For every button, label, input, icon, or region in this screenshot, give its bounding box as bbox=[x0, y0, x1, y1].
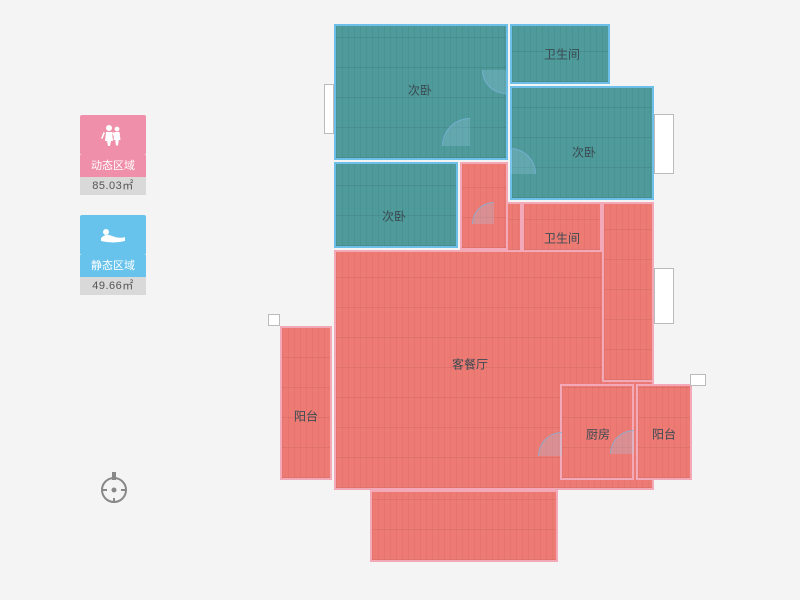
people-icon bbox=[100, 122, 126, 148]
wall-notch-2 bbox=[654, 268, 674, 324]
legend-dynamic: 动态区域 85.03㎡ bbox=[80, 115, 146, 195]
room-label-balcony_l: 阳台 bbox=[294, 408, 318, 425]
room-label-kitchen: 厨房 bbox=[586, 426, 610, 443]
legend-static-value: 49.66㎡ bbox=[80, 277, 146, 295]
floorplan: 次卧卫生间次卧次卧卫生间客餐厅阳台厨房阳台 bbox=[270, 14, 712, 586]
room-balcony_l bbox=[280, 326, 332, 480]
legend-static-title: 静态区域 bbox=[80, 255, 146, 277]
room-label-bedroom2_l: 次卧 bbox=[382, 208, 406, 225]
room-living_ext bbox=[602, 202, 654, 382]
room-label-living: 客餐厅 bbox=[452, 356, 488, 373]
room-label-balcony_r: 阳台 bbox=[652, 426, 676, 443]
sleep-icon bbox=[98, 224, 128, 246]
legend: 动态区域 85.03㎡ 静态区域 49.66㎡ bbox=[80, 115, 146, 315]
legend-dynamic-icon-box bbox=[80, 115, 146, 155]
wall-notch-3 bbox=[268, 314, 280, 326]
legend-static-icon-box bbox=[80, 215, 146, 255]
room-label-bedroom2_top: 次卧 bbox=[408, 82, 432, 99]
room-bedroom2_l bbox=[334, 162, 458, 248]
room-label-bath1: 卫生间 bbox=[544, 46, 580, 63]
room-label-bedroom2_r: 次卧 bbox=[572, 144, 596, 161]
legend-dynamic-value: 85.03㎡ bbox=[80, 177, 146, 195]
wall-notch-1 bbox=[654, 114, 674, 174]
wall-notch-0 bbox=[324, 84, 334, 134]
wall-notch-4 bbox=[690, 374, 706, 386]
room-living_bottom bbox=[370, 490, 558, 562]
legend-static: 静态区域 49.66㎡ bbox=[80, 215, 146, 295]
legend-dynamic-title: 动态区域 bbox=[80, 155, 146, 177]
room-label-bath2: 卫生间 bbox=[544, 230, 580, 247]
compass-icon bbox=[98, 470, 130, 502]
